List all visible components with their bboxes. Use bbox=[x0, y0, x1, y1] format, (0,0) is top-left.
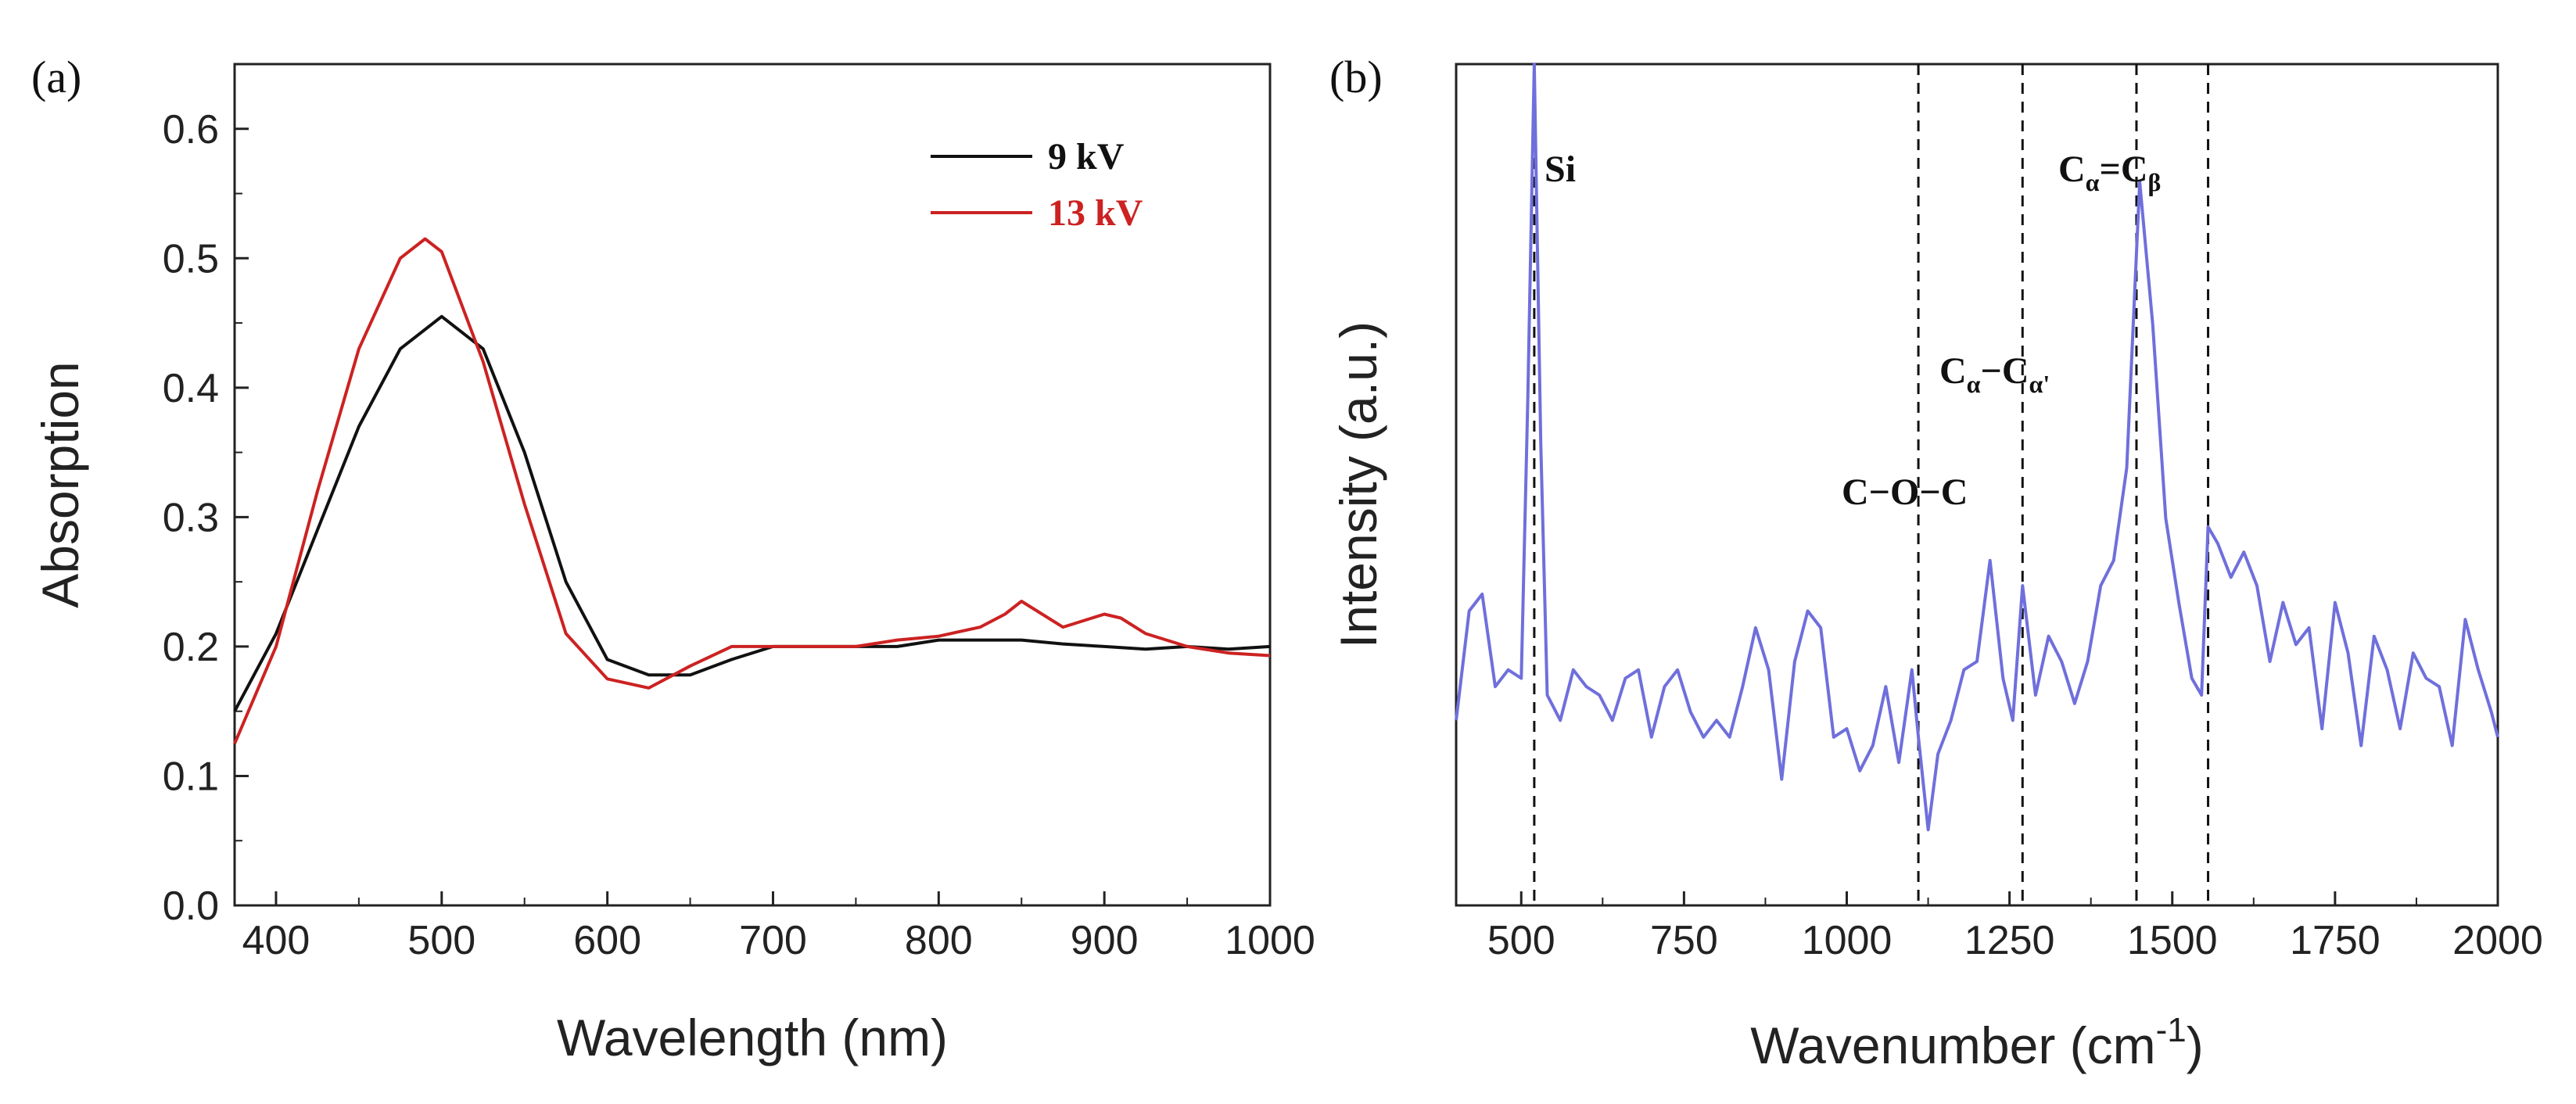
anno3-sub: α bbox=[1967, 370, 1981, 398]
anno3-sub2: α' bbox=[2029, 370, 2050, 398]
xlabel-end: ) bbox=[2187, 1016, 2204, 1074]
panel-b-ticks: 500 750 1000 1250 1500 1750 2000 bbox=[1487, 891, 2543, 963]
panel-b-y-axis-title: Intensity (a.u.) bbox=[1329, 321, 1387, 648]
anno4-mid: =C bbox=[2100, 149, 2148, 190]
x-tick-label: 400 bbox=[242, 918, 310, 963]
x-tick-label: 500 bbox=[1487, 918, 1555, 963]
x-tick-label: 1750 bbox=[2290, 918, 2380, 963]
anno4-sub: α bbox=[2086, 168, 2100, 196]
panel-a-plot-frame bbox=[233, 63, 1272, 907]
anno4-sub2: β bbox=[2148, 168, 2162, 196]
annotation-calpha-cbeta: Cα=Cβ bbox=[2058, 149, 2161, 196]
panel-b: (b) 500 750 1000 1250 1500 1750 2000 Si C−O−C … bbox=[1329, 52, 2543, 1074]
panel-b-x-axis-title: Wavenumber (cm-1) bbox=[1750, 1011, 2203, 1074]
annotation-calpha-calpha-prime: Cα−Cα' bbox=[1939, 350, 2050, 398]
panel-b-reference-lines bbox=[1533, 64, 2210, 905]
panel-a-ticks: 400 500 600 700 800 900 1000 0.0 0.1 0.2 0.3 0.4 0.5… bbox=[163, 63, 1315, 963]
panel-a-legend: 9 kV 13 kV bbox=[931, 136, 1143, 234]
y-tick-label: 0.3 bbox=[163, 495, 219, 540]
legend-label-9kv: 9 kV bbox=[1048, 136, 1125, 177]
panel-b-plot-frame bbox=[1455, 63, 2499, 907]
x-tick-label: 750 bbox=[1650, 918, 1718, 963]
anno3-base: C bbox=[1939, 350, 1967, 392]
y-tick-label: 0.0 bbox=[163, 884, 219, 929]
panel-a-label: (a) bbox=[31, 52, 81, 102]
panel-b-series-group bbox=[1455, 63, 2499, 832]
series-line-9kv bbox=[233, 314, 1271, 712]
legend-label-13kv: 13 kV bbox=[1048, 192, 1143, 234]
y-tick-label: 0.1 bbox=[163, 754, 219, 799]
series-line-13kv bbox=[233, 237, 1271, 744]
panel-a: (a) 400 500 600 700 800 900 1000 0.0 0.1 0.2 0.3 0.… bbox=[31, 52, 1315, 1066]
xlabel-sup: -1 bbox=[2156, 1011, 2187, 1049]
x-tick-label: 1000 bbox=[1225, 918, 1315, 963]
panel-a-y-axis-title: Absorption bbox=[31, 361, 89, 608]
y-tick-label: 0.6 bbox=[163, 107, 219, 152]
x-tick-label: 700 bbox=[739, 918, 807, 963]
x-tick-label: 600 bbox=[573, 918, 641, 963]
anno3-mid: −C bbox=[1981, 350, 2029, 392]
x-tick-label: 500 bbox=[407, 918, 475, 963]
series-line-raman bbox=[1455, 63, 2499, 832]
x-tick-label: 1000 bbox=[1802, 918, 1893, 963]
xlabel-main: Wavenumber (cm bbox=[1750, 1016, 2155, 1074]
anno4-base: C bbox=[2058, 149, 2086, 190]
x-tick-label: 1250 bbox=[1964, 918, 2055, 963]
x-tick-label: 900 bbox=[1071, 918, 1139, 963]
annotation-c-o-c: C−O−C bbox=[1842, 471, 1968, 513]
panel-b-label: (b) bbox=[1329, 52, 1383, 102]
x-tick-label: 1500 bbox=[2127, 918, 2218, 963]
y-tick-label: 0.2 bbox=[163, 625, 219, 670]
y-tick-label: 0.4 bbox=[163, 366, 219, 411]
panel-a-x-axis-title: Wavelength (nm) bbox=[557, 1009, 948, 1066]
y-tick-label: 0.5 bbox=[163, 236, 219, 281]
panel-a-series-group bbox=[233, 237, 1271, 744]
x-tick-label: 2000 bbox=[2452, 918, 2543, 963]
x-tick-label: 800 bbox=[905, 918, 973, 963]
annotation-si: Si bbox=[1545, 149, 1576, 190]
